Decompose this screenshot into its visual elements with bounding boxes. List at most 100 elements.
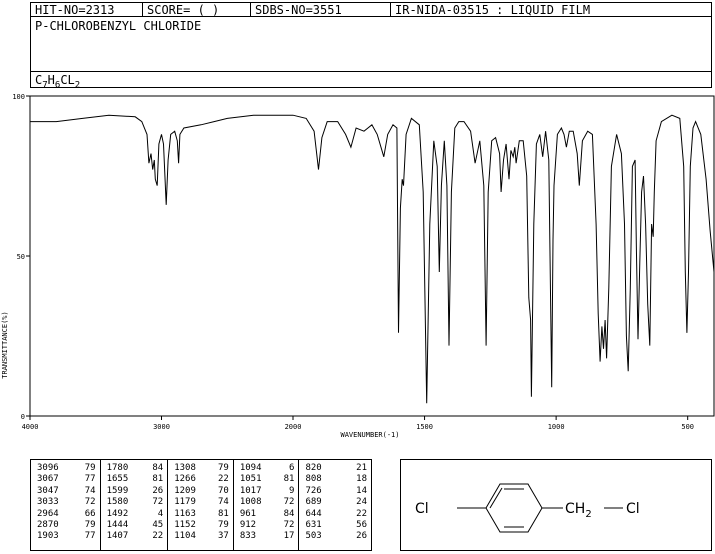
peak-wavenumber: 1152 xyxy=(174,519,196,530)
formula-box: C7H6CL2 xyxy=(30,71,712,91)
header-bar: HIT-NO=2313 SCORE= ( ) SDBS-NO=3551 IR-N… xyxy=(30,2,712,17)
peak-column: 820 21 808 18 726 14 689 24 644 22 631 56 503 26 xyxy=(299,460,371,550)
peak-transmittance: 72 xyxy=(152,497,164,508)
peak-row: 1780 84 xyxy=(107,463,164,474)
peak-column: 3096 79 3067 77 3047 74 3033 72 2964 66 2870 79 1903… xyxy=(31,460,101,550)
y-tick-label: 100 xyxy=(12,93,25,101)
peak-row: 726 14 xyxy=(305,486,367,497)
peak-wavenumber: 912 xyxy=(239,519,257,530)
peak-row: 631 56 xyxy=(305,520,367,531)
peak-wavenumber: 2870 xyxy=(37,519,59,530)
peak-row: 820 21 xyxy=(305,463,367,474)
peak-transmittance: 22 xyxy=(217,474,229,485)
peak-wavenumber: 1444 xyxy=(106,519,129,530)
x-tick-label: 500 xyxy=(681,423,694,431)
peak-wavenumber: 1209 xyxy=(174,485,196,496)
peak-column: 1308 79 1266 22 1209 70 1179 74 1163 81 1152 79 1104… xyxy=(168,460,234,550)
peak-transmittance: 6 xyxy=(289,463,295,473)
peak-transmittance: 84 xyxy=(283,508,295,519)
peak-row: 1051 81 xyxy=(240,474,295,485)
benzene-ring xyxy=(457,483,623,533)
structure-box: Cl CH2 Cl xyxy=(400,459,712,551)
peak-row: 1444 45 xyxy=(107,520,164,531)
peak-wavenumber: 1008 xyxy=(239,497,262,508)
peak-row: 3096 79 xyxy=(37,463,96,474)
peak-transmittance: 74 xyxy=(84,485,96,496)
peak-row: 1094 6 xyxy=(240,463,295,474)
ir-info: IR-NIDA-03515 : LIQUID FILM xyxy=(395,3,591,16)
plot-border xyxy=(29,95,715,417)
peak-wavenumber: 808 xyxy=(305,474,322,485)
spectrum-line xyxy=(30,114,715,404)
peak-row: 1017 9 xyxy=(240,486,295,497)
peak-transmittance: 79 xyxy=(84,519,96,530)
peak-row: 1407 22 xyxy=(107,531,164,542)
peak-transmittance: 24 xyxy=(356,497,368,508)
peak-transmittance: 70 xyxy=(217,485,229,496)
peak-row: 3067 77 xyxy=(37,474,96,485)
sdbs-number: SDBS-NO=3551 xyxy=(251,3,391,16)
peak-wavenumber: 3033 xyxy=(37,497,59,508)
peak-wavenumber: 1407 xyxy=(106,531,129,542)
x-tick-label: 2000 xyxy=(285,423,302,431)
peak-wavenumber: 1163 xyxy=(174,508,196,519)
peak-row: 1903 77 xyxy=(37,531,96,542)
compound-name: P-CHLOROBENZYL CHLORIDE xyxy=(35,19,202,33)
peak-wavenumber: 1266 xyxy=(174,474,196,485)
peak-row: 833 17 xyxy=(240,531,295,542)
peak-row: 1179 74 xyxy=(174,497,229,508)
peak-row: 1580 72 xyxy=(107,497,164,508)
peak-row: 808 18 xyxy=(305,474,367,485)
peak-wavenumber: 3067 xyxy=(37,474,59,485)
y-tick-label: 50 xyxy=(17,253,25,261)
peak-row: 1209 70 xyxy=(174,486,229,497)
peak-transmittance: 37 xyxy=(217,531,229,542)
peak-row: 1008 72 xyxy=(240,497,295,508)
peak-transmittance: 72 xyxy=(84,497,96,508)
peak-transmittance: 22 xyxy=(152,531,164,542)
peak-wavenumber: 1492 xyxy=(106,508,129,519)
peak-row: 503 26 xyxy=(305,531,367,542)
peak-transmittance: 74 xyxy=(217,497,229,508)
peak-transmittance: 66 xyxy=(84,508,96,519)
peak-row: 644 22 xyxy=(305,509,367,520)
peak-transmittance: 22 xyxy=(356,508,368,519)
peak-wavenumber: 2964 xyxy=(37,508,59,519)
peak-transmittance: 4 xyxy=(157,508,164,519)
x-tick-label: 1000 xyxy=(548,423,565,431)
molecular-formula: C7H6CL2 xyxy=(35,73,81,91)
peak-transmittance: 21 xyxy=(356,463,368,473)
peak-transmittance: 81 xyxy=(217,508,229,519)
peak-transmittance: 26 xyxy=(356,531,368,542)
y-tick-label: 0 xyxy=(21,413,25,421)
peak-wavenumber: 726 xyxy=(305,485,322,496)
peak-wavenumber: 820 xyxy=(305,463,322,473)
peak-transmittance: 56 xyxy=(356,519,368,530)
peak-wavenumber: 833 xyxy=(239,531,257,542)
peak-transmittance: 77 xyxy=(84,531,96,542)
peak-column: 1780 84 1655 81 1599 26 1580 72 1492 4 1444 45 1407 2… xyxy=(101,460,169,550)
peak-table: 3096 79 3067 77 3047 74 3033 72 2964 66 2870 79 1903… xyxy=(30,459,372,551)
peak-row: 1599 26 xyxy=(107,486,164,497)
peak-wavenumber: 3047 xyxy=(37,485,59,496)
peak-wavenumber: 1655 xyxy=(106,474,129,485)
peak-wavenumber: 1094 xyxy=(239,463,262,473)
peak-transmittance: 26 xyxy=(152,485,164,496)
peak-row: 1152 79 xyxy=(174,520,229,531)
peak-row: 1655 81 xyxy=(107,474,164,485)
peak-wavenumber: 1017 xyxy=(239,485,262,496)
peak-wavenumber: 961 xyxy=(239,508,257,519)
x-tick-label: 3000 xyxy=(153,423,170,431)
peak-column: 1094 6 1051 81 1017 9 1008 72 961 84 912 72 833 17 xyxy=(234,460,300,550)
peak-transmittance: 81 xyxy=(283,474,295,485)
plot-frame xyxy=(29,95,715,417)
peak-transmittance: 77 xyxy=(84,474,96,485)
score: SCORE= ( ) xyxy=(143,3,251,16)
peak-row: 689 24 xyxy=(305,497,367,508)
peak-transmittance: 81 xyxy=(152,474,164,485)
x-tick-label: 4000 xyxy=(22,423,39,431)
peak-transmittance: 72 xyxy=(283,519,295,530)
peak-transmittance: 79 xyxy=(217,519,229,530)
peak-transmittance: 79 xyxy=(217,463,229,473)
